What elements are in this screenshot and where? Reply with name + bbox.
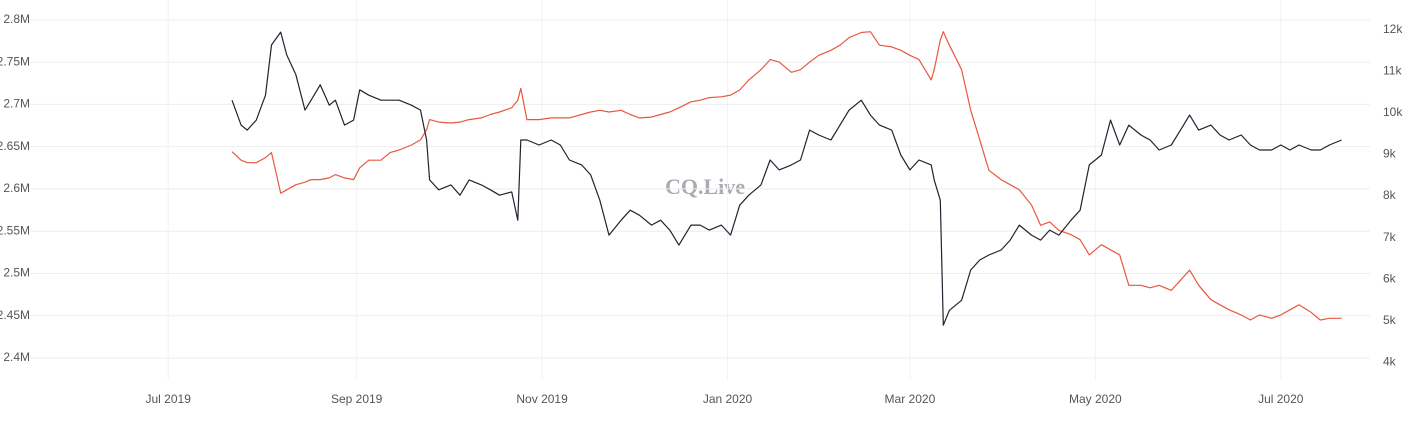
y2-tick-label: 10k: [1383, 105, 1403, 119]
y-tick-label: 2.7M: [3, 97, 30, 111]
watermark: CQ.Live: [665, 174, 745, 199]
x-tick-label: Sep 2019: [331, 392, 383, 406]
y2-tick-label: 4k: [1383, 354, 1397, 368]
y2-tick-label: 8k: [1383, 188, 1397, 202]
y-tick-label: 2.75M: [0, 54, 30, 68]
y2-tick-label: 11k: [1383, 64, 1402, 78]
y2-tick-label: 6k: [1383, 271, 1397, 285]
x-tick-label: Jul 2020: [1258, 392, 1304, 406]
y2-tick-label: 9k: [1383, 147, 1397, 161]
series-line: [231, 31, 1342, 321]
y-tick-label: 2.4M: [3, 350, 30, 364]
x-tick-label: May 2020: [1069, 392, 1122, 406]
y-tick-label: 2.45M: [0, 308, 30, 322]
y2-tick-label: 7k: [1383, 230, 1397, 244]
x-tick-label: Jan 2020: [703, 392, 753, 406]
y2-tick-label: 5k: [1383, 313, 1397, 327]
y-tick-label: 2.55M: [0, 223, 30, 237]
x-tick-label: Jul 2019: [146, 392, 192, 406]
y-tick-label: 2.6M: [3, 181, 30, 195]
y-tick-label: 2.65M: [0, 139, 30, 153]
y-tick-label: 2.8M: [3, 12, 30, 26]
x-tick-label: Nov 2019: [516, 392, 568, 406]
y-tick-label: 2.5M: [3, 266, 30, 280]
y2-tick-label: 12k: [1383, 22, 1403, 36]
series-line: [231, 31, 1342, 326]
x-tick-label: Mar 2020: [885, 392, 936, 406]
